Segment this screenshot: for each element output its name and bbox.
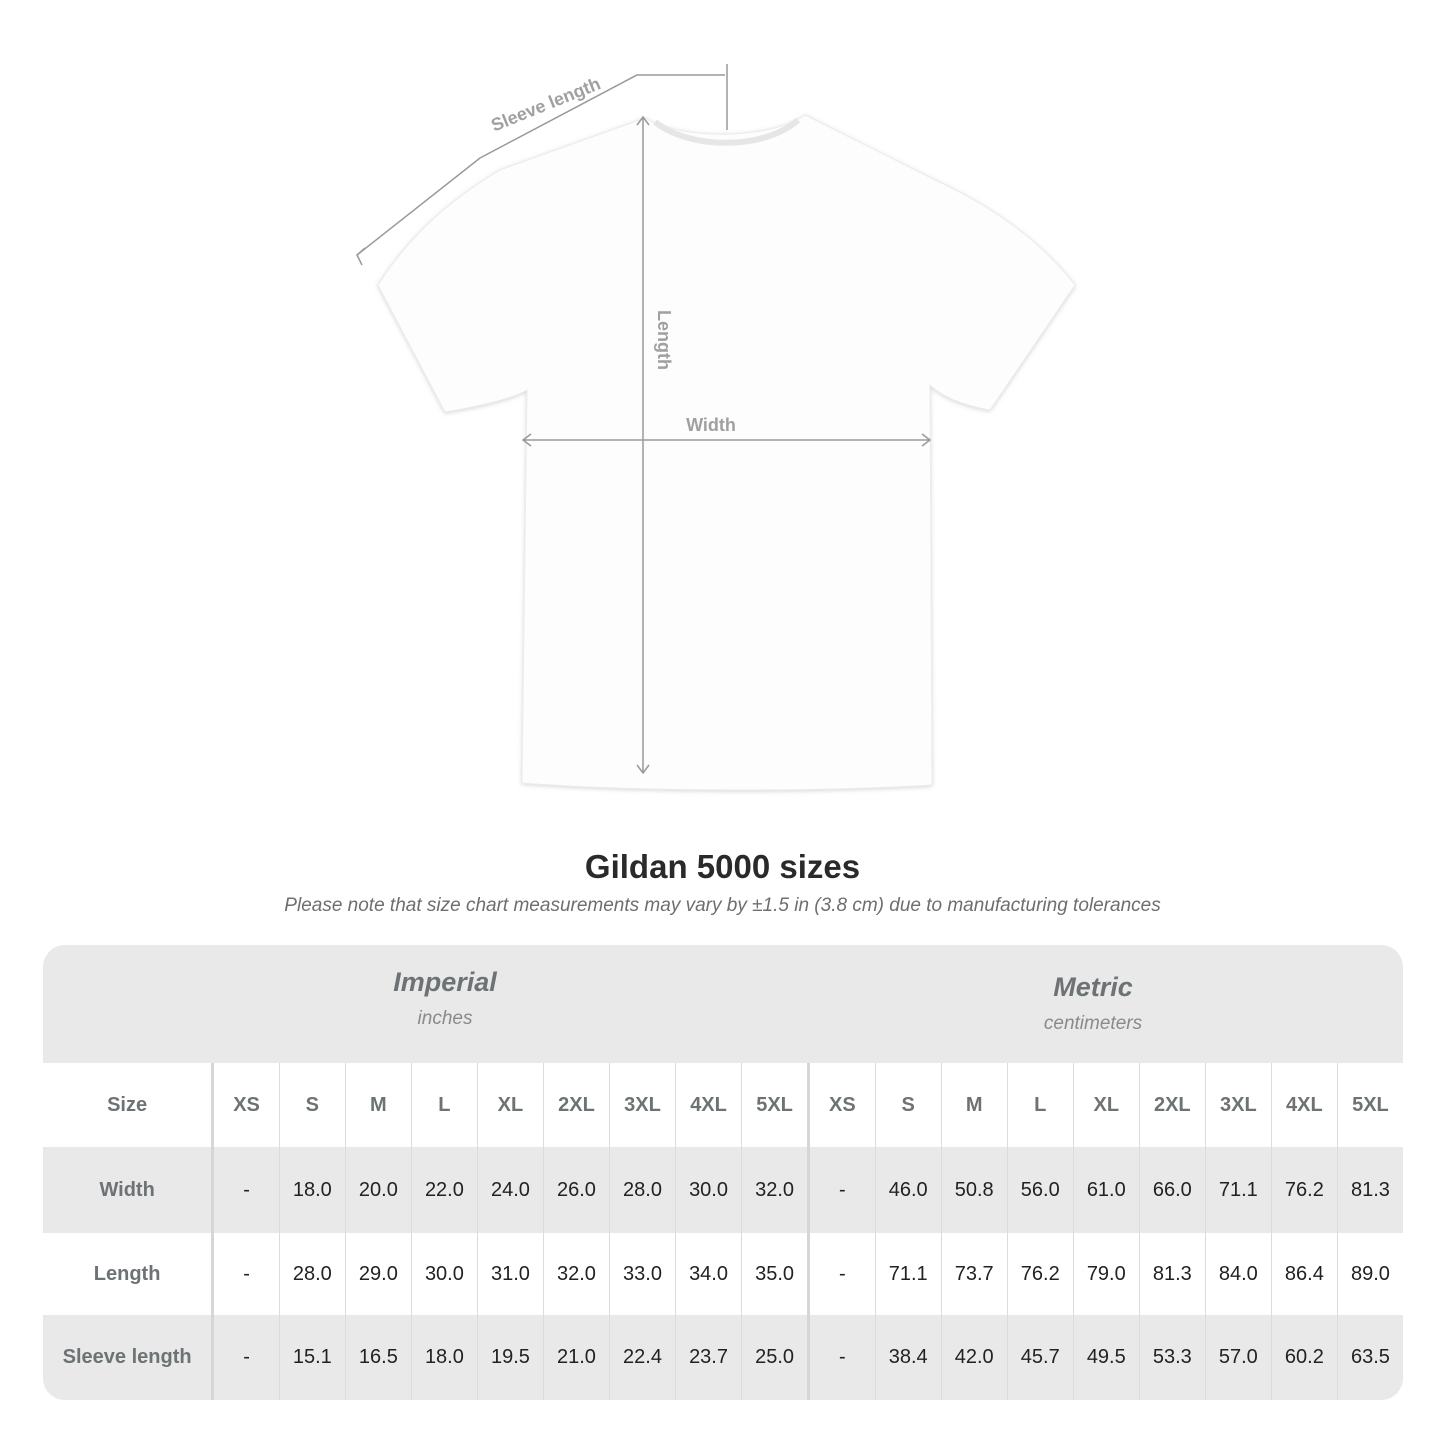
cell-metric: 84.0 bbox=[1204, 1233, 1272, 1315]
cell-imperial: 30.0 bbox=[675, 1147, 742, 1233]
row-label: Length bbox=[43, 1233, 215, 1315]
cell-imperial: 34.0 bbox=[675, 1233, 742, 1315]
size-header-imperial: XS bbox=[212, 1063, 280, 1147]
cell-imperial: 25.0 bbox=[741, 1315, 809, 1400]
cell-imperial: 16.5 bbox=[344, 1315, 412, 1400]
cell-imperial: 26.0 bbox=[542, 1147, 610, 1233]
cell-imperial: 21.0 bbox=[542, 1315, 610, 1400]
length-label: Length bbox=[654, 310, 674, 370]
cell-metric: - bbox=[807, 1147, 876, 1233]
cell-metric: 53.3 bbox=[1138, 1315, 1206, 1400]
measure-lines bbox=[356, 64, 932, 775]
cell-metric: 76.2 bbox=[1006, 1233, 1074, 1315]
size-header-metric: 3XL bbox=[1204, 1063, 1272, 1147]
size-header-metric: XL bbox=[1072, 1063, 1140, 1147]
cell-metric: 81.3 bbox=[1336, 1147, 1403, 1233]
size-header-imperial: 5XL bbox=[741, 1063, 809, 1147]
size-header-metric: 2XL bbox=[1138, 1063, 1206, 1147]
imperial-title: Imperial bbox=[393, 967, 497, 997]
cell-metric: 86.4 bbox=[1270, 1233, 1338, 1315]
chart-subtitle: Please note that size chart measurements… bbox=[284, 895, 1161, 916]
cell-metric: 79.0 bbox=[1072, 1233, 1140, 1315]
cell-imperial: - bbox=[212, 1147, 280, 1233]
cell-metric: 46.0 bbox=[874, 1147, 942, 1233]
cell-metric: 81.3 bbox=[1138, 1233, 1206, 1315]
cell-metric: 71.1 bbox=[874, 1233, 942, 1315]
sleeve-arrow bbox=[356, 74, 725, 256]
table-row: Length -28.0 29.0 30.0 31.0 32.0 33.0 34.0 35.0-… bbox=[43, 1233, 1403, 1315]
cell-metric: 38.4 bbox=[874, 1315, 942, 1400]
cell-imperial: 22.0 bbox=[410, 1147, 478, 1233]
size-header-metric: L bbox=[1006, 1063, 1074, 1147]
size-header-imperial: S bbox=[278, 1063, 346, 1147]
cell-metric: 56.0 bbox=[1006, 1147, 1074, 1233]
cell-metric: 73.7 bbox=[940, 1233, 1008, 1315]
cell-imperial: - bbox=[212, 1233, 280, 1315]
cell-metric: 50.8 bbox=[940, 1147, 1008, 1233]
size-table-panel: Imperial inches Metric centimeters Size X… bbox=[43, 945, 1403, 1400]
imperial-header: Imperial inches bbox=[215, 967, 675, 1030]
size-label: Size bbox=[43, 1063, 215, 1147]
cell-imperial: 30.0 bbox=[410, 1233, 478, 1315]
size-header-imperial: M bbox=[344, 1063, 412, 1147]
cell-imperial: 23.7 bbox=[675, 1315, 742, 1400]
cell-imperial: 15.1 bbox=[278, 1315, 346, 1400]
tshirt-diagram: Sleeve length Length Width bbox=[356, 64, 1076, 791]
cell-metric: 45.7 bbox=[1006, 1315, 1074, 1400]
cell-metric: 71.1 bbox=[1204, 1147, 1272, 1233]
size-header-metric: XS bbox=[807, 1063, 876, 1147]
cell-imperial: 35.0 bbox=[741, 1233, 809, 1315]
cell-metric: 63.5 bbox=[1336, 1315, 1403, 1400]
cell-imperial: - bbox=[212, 1315, 280, 1400]
cell-imperial: 32.0 bbox=[741, 1147, 809, 1233]
metric-title: Metric bbox=[1053, 972, 1133, 1002]
metric-unit: centimeters bbox=[1043, 1013, 1143, 1034]
cell-imperial: 28.0 bbox=[608, 1147, 676, 1233]
cell-metric: 61.0 bbox=[1072, 1147, 1140, 1233]
imperial-unit: inches bbox=[417, 1008, 473, 1029]
width-label: Width bbox=[686, 415, 736, 435]
row-label: Sleeve length bbox=[43, 1315, 215, 1400]
size-header-metric: S bbox=[874, 1063, 942, 1147]
cell-imperial: 19.5 bbox=[476, 1315, 544, 1400]
size-header-metric: 4XL bbox=[1270, 1063, 1338, 1147]
cell-imperial: 24.0 bbox=[476, 1147, 544, 1233]
cell-metric: 57.0 bbox=[1204, 1315, 1272, 1400]
size-table: Size XS S M L XL 2XL 3XL 4XL 5XL XS S M L XL 2XL 3XL 4XL 5… bbox=[43, 1063, 1403, 1400]
cell-metric: 49.5 bbox=[1072, 1315, 1140, 1400]
cell-metric: - bbox=[807, 1315, 876, 1400]
cell-imperial: 20.0 bbox=[344, 1147, 412, 1233]
cell-imperial: 31.0 bbox=[476, 1233, 544, 1315]
cell-imperial: 18.0 bbox=[410, 1315, 478, 1400]
cell-imperial: 32.0 bbox=[542, 1233, 610, 1315]
cell-metric: 76.2 bbox=[1270, 1147, 1338, 1233]
table-row: Sleeve length -15.1 16.5 18.0 19.5 21.0 22.4 23… bbox=[43, 1315, 1403, 1400]
size-header-imperial: 2XL bbox=[542, 1063, 610, 1147]
cell-imperial: 28.0 bbox=[278, 1233, 346, 1315]
cell-imperial: 33.0 bbox=[608, 1233, 676, 1315]
size-header-imperial: 4XL bbox=[675, 1063, 742, 1147]
cell-metric: 60.2 bbox=[1270, 1315, 1338, 1400]
cell-metric: 89.0 bbox=[1336, 1233, 1403, 1315]
chart-title: Gildan 5000 sizes bbox=[584, 848, 861, 885]
size-header-row: Size XS S M L XL 2XL 3XL 4XL 5XL XS S M L XL 2XL 3XL 4XL 5… bbox=[43, 1063, 1403, 1147]
table-row: Width -18.0 20.0 22.0 24.0 26.0 28.0 30.0 32.0-4… bbox=[43, 1147, 1403, 1233]
metric-header: Metric centimeters bbox=[863, 972, 1323, 1035]
cell-metric: 66.0 bbox=[1138, 1147, 1206, 1233]
size-header-imperial: 3XL bbox=[608, 1063, 676, 1147]
size-header-metric: 5XL bbox=[1336, 1063, 1403, 1147]
size-header-metric: M bbox=[940, 1063, 1008, 1147]
cell-imperial: 18.0 bbox=[278, 1147, 346, 1233]
tshirt-shape bbox=[377, 114, 1076, 791]
cell-imperial: 22.4 bbox=[608, 1315, 676, 1400]
cell-imperial: 29.0 bbox=[344, 1233, 412, 1315]
size-header-imperial: L bbox=[410, 1063, 478, 1147]
row-label: Width bbox=[43, 1147, 215, 1233]
cell-metric: - bbox=[807, 1233, 876, 1315]
cell-metric: 42.0 bbox=[940, 1315, 1008, 1400]
size-header-imperial: XL bbox=[476, 1063, 544, 1147]
sleeve-label: Sleeve length bbox=[488, 73, 603, 135]
